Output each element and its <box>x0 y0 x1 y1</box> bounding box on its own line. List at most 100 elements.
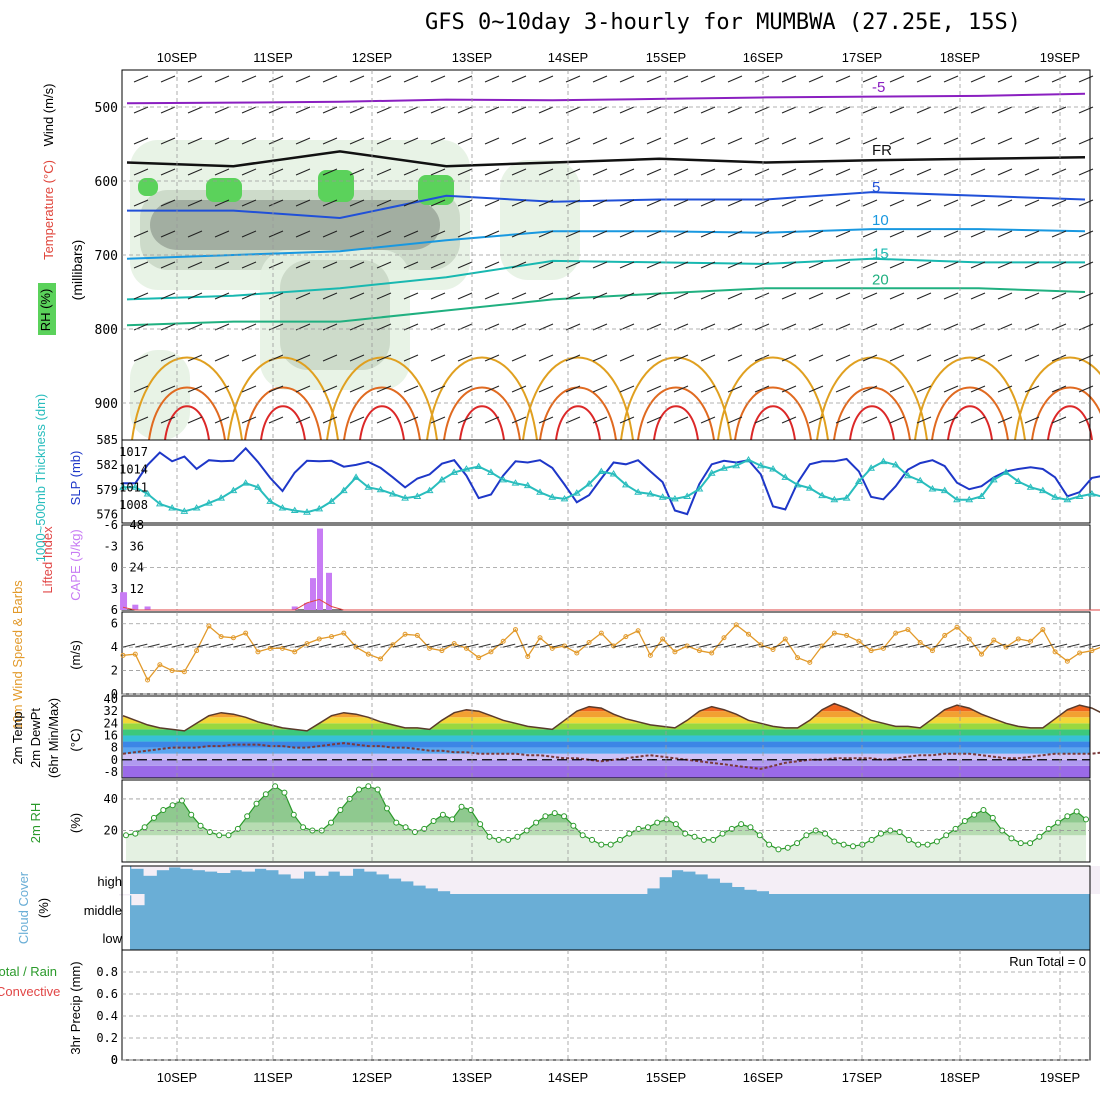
wind-barb <box>322 137 338 145</box>
thickness-marker <box>180 507 189 514</box>
wind-speed-marker <box>905 627 911 633</box>
precip-frame <box>121 949 1091 1061</box>
wind-speed-marker <box>1015 636 1021 642</box>
rh-2m-marker <box>877 830 884 837</box>
thickness-marker <box>560 494 569 502</box>
wind-barb <box>376 75 392 83</box>
wind-barb <box>349 199 365 207</box>
wind-barb <box>943 75 959 83</box>
wind-barb <box>862 75 878 83</box>
wind-speed-marker <box>316 636 322 642</box>
bottom-xtick: 10SEP <box>157 1070 197 1085</box>
wind-speed-marker <box>745 631 751 637</box>
thickness-marker <box>376 485 385 493</box>
precip-tick: 0.8 <box>96 965 118 979</box>
wind-speed-marker <box>549 645 555 651</box>
wind-barb <box>808 75 824 83</box>
wind-barb <box>592 137 608 145</box>
wind-barb <box>1078 261 1094 269</box>
temp-contour-20 <box>914 356 1026 441</box>
wind-barb <box>835 354 851 362</box>
temp-band <box>123 759 1090 766</box>
wind-barb <box>268 385 284 393</box>
wind-barb <box>646 385 662 393</box>
cloud-clear-segment <box>217 866 231 873</box>
wind-barb <box>808 385 824 393</box>
thickness-marker <box>1026 483 1035 490</box>
rh-2m-marker <box>393 819 400 826</box>
thickness-marker <box>707 469 716 476</box>
wind-barb <box>943 261 959 269</box>
wind-frame <box>121 611 1091 695</box>
wind-barb <box>268 292 284 300</box>
cloud-clear-segment <box>131 866 145 869</box>
thickness-marker <box>217 494 226 501</box>
rh-2m-marker <box>616 836 623 843</box>
wind-barb <box>889 106 905 114</box>
thickness-marker <box>241 479 250 486</box>
cloud-clear-segment <box>989 866 1004 894</box>
cape-right-label: CAPE (J/kg) <box>68 529 83 601</box>
cloud-clear-segment <box>327 866 341 872</box>
wind-barb <box>538 199 554 207</box>
thickness-tick: 582 <box>96 458 118 472</box>
wind-barb-10m <box>601 643 614 648</box>
cloud-clear-segment <box>842 866 856 894</box>
thickness-marker <box>278 504 287 511</box>
rh-2m-marker <box>533 819 540 826</box>
thickness-marker <box>646 489 655 497</box>
wind-barb <box>619 261 635 269</box>
rh-2m-marker <box>710 836 717 843</box>
wind-barb <box>700 168 716 176</box>
wind-speed-marker <box>292 649 298 655</box>
temp-contour-30 <box>164 405 210 441</box>
wind-barb <box>403 137 419 145</box>
wind-barb <box>781 168 797 176</box>
wind-barb <box>727 416 743 424</box>
wind-barb <box>862 137 878 145</box>
cloud-clear-segment <box>450 866 464 894</box>
cloud-clear-segment <box>916 866 930 894</box>
temp-contour-25 <box>833 386 911 441</box>
wind-barb <box>1024 75 1040 83</box>
wind-barb <box>403 323 419 331</box>
top-xtick: 19SEP <box>1040 50 1080 65</box>
temp-contour-30 <box>359 405 405 441</box>
cloud-clear-segment <box>253 866 268 869</box>
wind-barb <box>241 354 257 362</box>
wind-barb <box>781 292 797 300</box>
wind-barb <box>349 75 365 83</box>
rh2m-left-label: 2m RH <box>28 803 43 843</box>
cape-bar <box>303 602 310 610</box>
wind-barb <box>430 230 446 238</box>
temp-unit-label: (°C) <box>68 728 83 751</box>
rh-2m-marker <box>290 811 297 818</box>
wind-barb <box>484 75 500 83</box>
wind-barb <box>241 168 257 176</box>
cloud-clear-segment <box>1002 866 1016 894</box>
wind-barb <box>1051 385 1067 393</box>
thickness-line <box>123 458 1100 514</box>
temp-contour-30 <box>750 405 796 441</box>
wind-barb <box>268 354 284 362</box>
thickness-marker <box>769 465 777 472</box>
cloud-clear-segment <box>388 866 403 879</box>
wind-barb <box>916 261 932 269</box>
rh-2m-marker <box>784 844 791 851</box>
cloud-clear-segment <box>867 866 881 894</box>
wind-barb <box>430 354 446 362</box>
wind-barb <box>754 106 770 114</box>
thickness-marker <box>352 473 360 480</box>
bottom-xtick: 19SEP <box>1040 1070 1080 1085</box>
rh-tick: 20 <box>104 823 118 837</box>
wind-barb <box>1051 106 1067 114</box>
wind-barb <box>322 354 338 362</box>
slp-right-label: SLP (mb) <box>68 451 83 506</box>
temp-contour-30 <box>260 405 306 441</box>
wind-barb <box>754 323 770 331</box>
thickness-marker <box>131 483 140 490</box>
wind-barb <box>538 292 554 300</box>
wind-barb <box>160 385 176 393</box>
wind-barb <box>430 292 446 300</box>
rh-2m-marker <box>1027 840 1034 847</box>
